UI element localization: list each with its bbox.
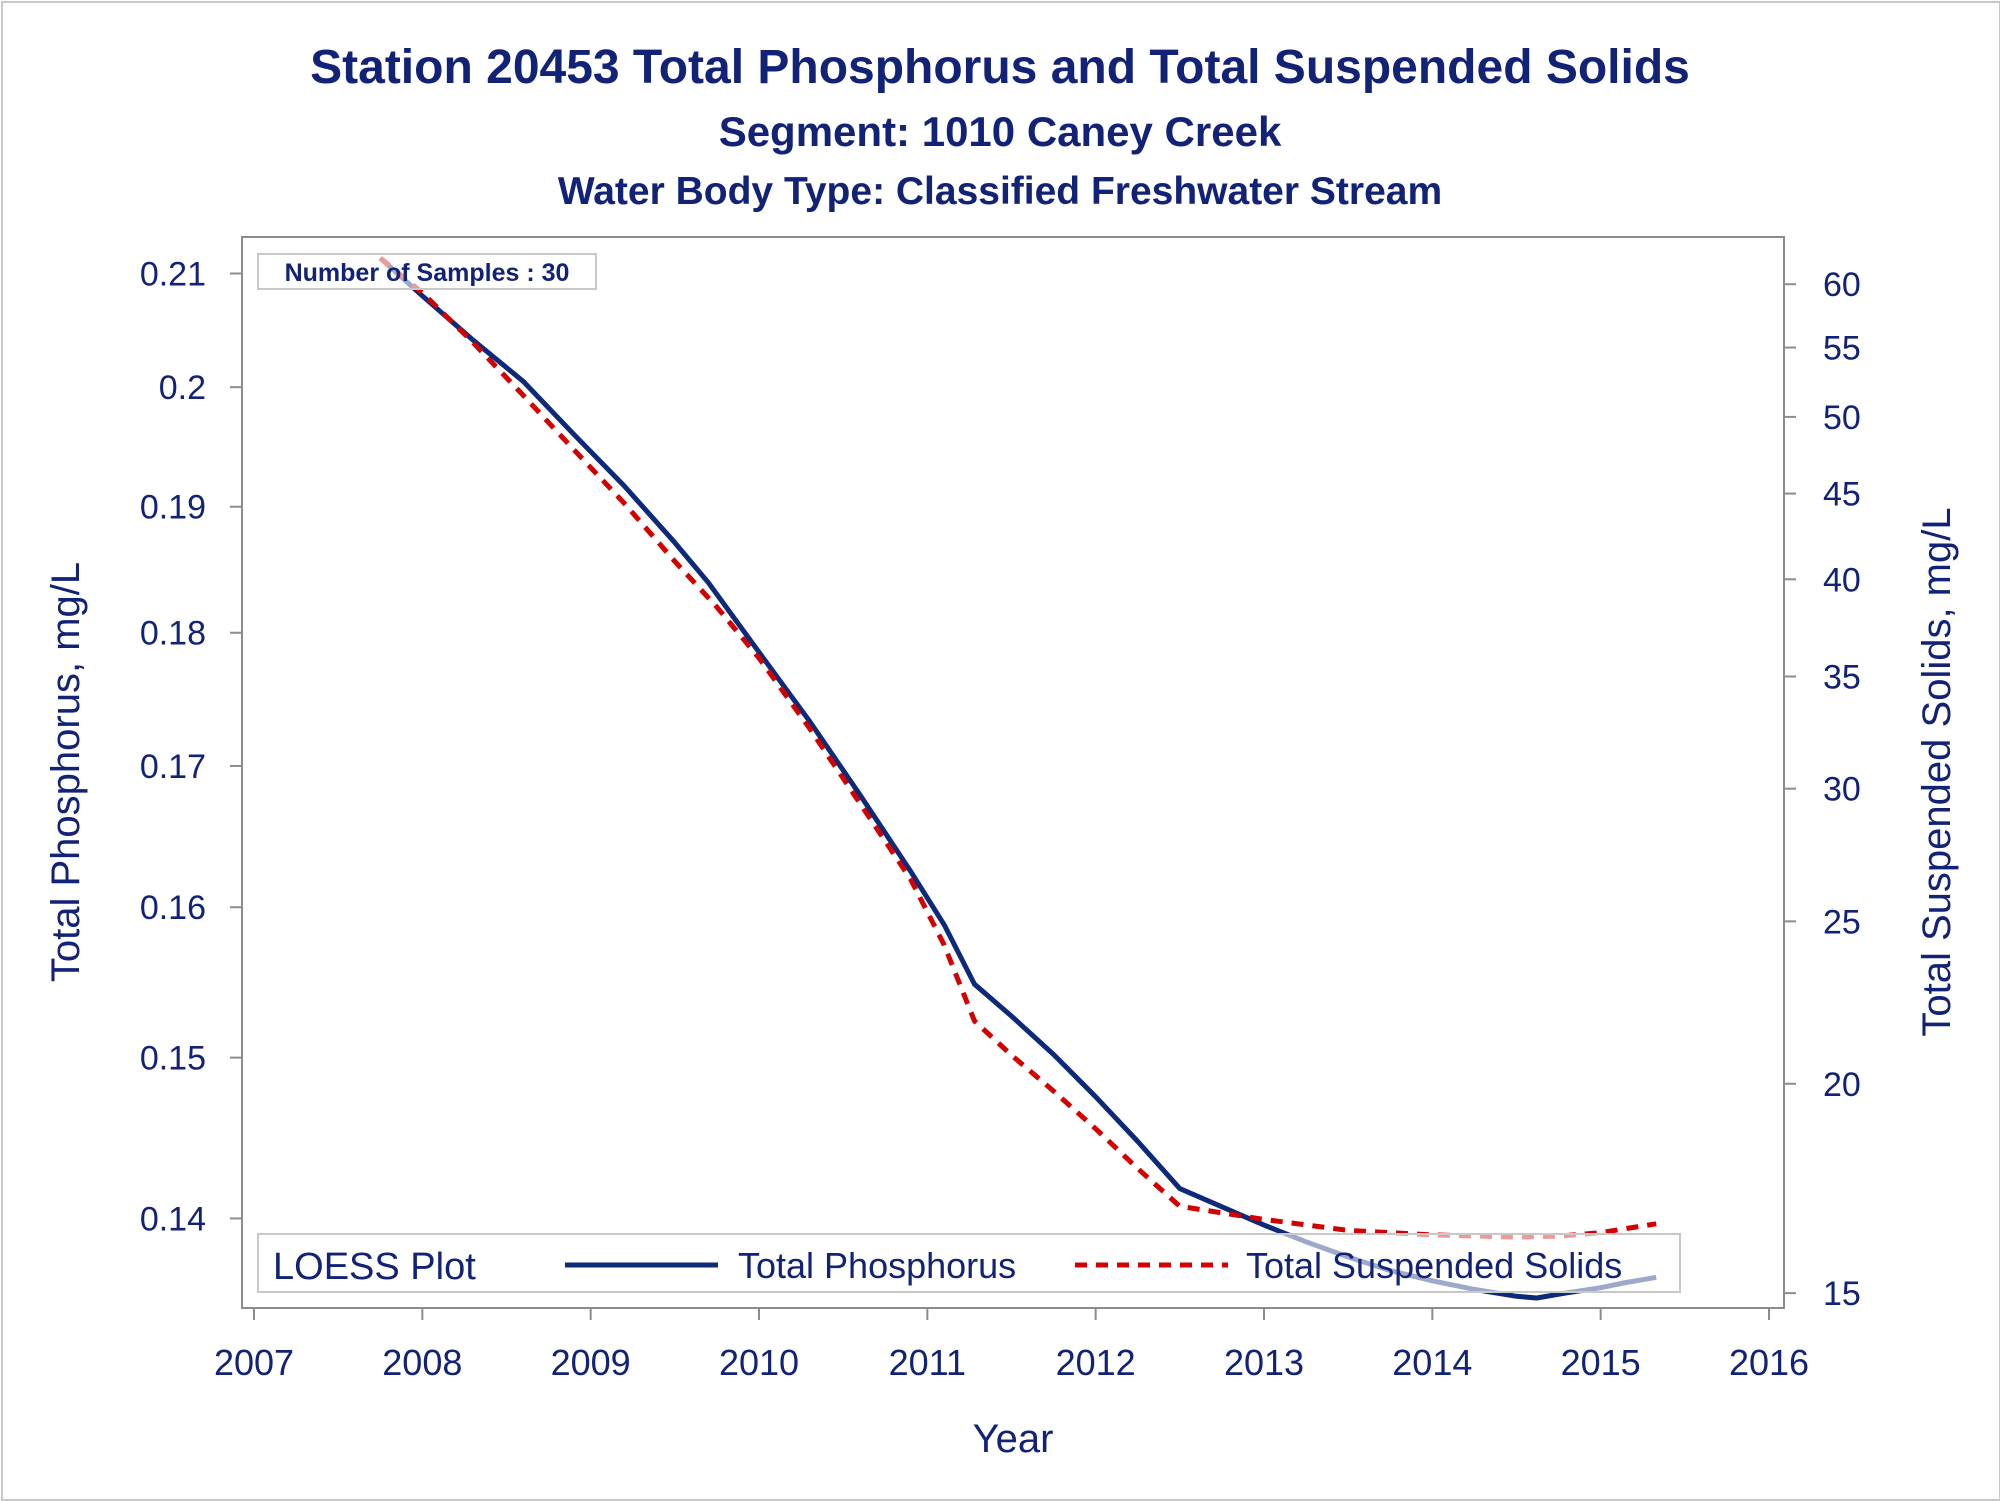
chart-title: Station 20453 Total Phosphorus and Total… (310, 41, 1690, 94)
y-tick-label-0.21: 0.21 (140, 255, 206, 293)
series-line-total-phosphorus (378, 256, 1657, 1301)
y-tick-label-0.15: 0.15 (140, 1040, 206, 1078)
x-axis: 2007 2008 2009 2010 2011 2012 2013 2014 2015 2016 (214, 1308, 1809, 1383)
y-tick-label-0.17: 0.17 (140, 748, 206, 786)
x-tick-label-2016: 2016 (1729, 1342, 1809, 1383)
chart-subtitle-water-body: Water Body Type: Classified Freshwater S… (557, 170, 1443, 213)
y2-tick-label-45: 45 (1823, 476, 1861, 514)
plot-area (241, 236, 1785, 1309)
series-layer (378, 256, 1657, 1301)
x-tick-label-2008: 2008 (382, 1342, 462, 1383)
x-tick-label-2012: 2012 (1056, 1342, 1136, 1383)
x-tick-label-2010: 2010 (719, 1342, 799, 1383)
chart-subtitle-segment: Segment: 1010 Caney Creek (718, 108, 1282, 155)
y-tick-label-0.18: 0.18 (140, 615, 206, 653)
x-axis-label: Year (973, 1417, 1054, 1461)
legend-title: LOESS Plot (273, 1246, 476, 1288)
y-axis-left-label: Total Phosphorus, mg/L (44, 562, 88, 982)
x-tick-label-2007: 2007 (214, 1342, 294, 1383)
legend-label-solids: Total Suspended Solids (1246, 1245, 1622, 1286)
series-line-total-suspended-solids (378, 256, 1657, 1240)
y-tick-label-0.2: 0.2 (159, 369, 206, 407)
x-tick-label-2011: 2011 (889, 1342, 966, 1383)
y-tick-label-0.19: 0.19 (140, 489, 206, 527)
y2-tick-label-55: 55 (1823, 330, 1861, 368)
x-tick-label-2013: 2013 (1224, 1342, 1304, 1383)
y-tick-label-0.14: 0.14 (140, 1200, 206, 1238)
y2-tick-label-50: 50 (1823, 399, 1861, 437)
y2-tick-label-25: 25 (1823, 903, 1861, 941)
y-axis-left: 0.14 0.15 0.16 0.17 0.18 0.19 0.2 0.21 (140, 255, 242, 1238)
y-axis-right-label: Total Suspended Solids, mg/L (1915, 507, 1959, 1036)
x-tick-label-2014: 2014 (1392, 1342, 1472, 1383)
y2-tick-label-15: 15 (1823, 1275, 1861, 1313)
y-axis-right: 15 20 25 30 35 40 45 50 55 60 (1784, 266, 1861, 1313)
y2-tick-label-40: 40 (1823, 561, 1861, 599)
legend-label-phosphorus: Total Phosphorus (738, 1245, 1016, 1286)
x-tick-label-2009: 2009 (551, 1342, 631, 1383)
samples-inset-label: Number of Samples : 30 (285, 259, 570, 287)
y2-tick-label-30: 30 (1823, 771, 1861, 809)
y-tick-label-0.16: 0.16 (140, 889, 206, 927)
y2-tick-label-35: 35 (1823, 658, 1861, 696)
legend-box (257, 1233, 1681, 1293)
x-tick-label-2015: 2015 (1561, 1342, 1641, 1383)
legend: LOESS Plot Total Phosphorus Total Suspen… (257, 1233, 1681, 1293)
samples-inset: Number of Samples : 30 (257, 253, 597, 290)
y2-tick-label-60: 60 (1823, 266, 1861, 304)
y2-tick-label-20: 20 (1823, 1066, 1861, 1104)
